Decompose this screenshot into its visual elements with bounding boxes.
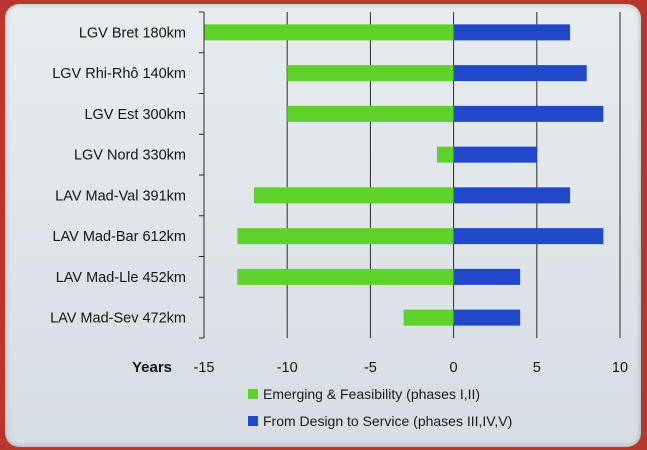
legend-label: Emerging & Feasibility (phases I,II)	[263, 386, 480, 402]
x-tick-label: 0	[450, 360, 458, 376]
bar	[453, 105, 604, 122]
bar	[237, 268, 454, 285]
legend-swatch	[248, 389, 258, 399]
bar	[287, 105, 454, 122]
bar	[237, 228, 454, 245]
category-label: LGV Est 300km	[84, 107, 186, 123]
x-tick-label: 10	[612, 360, 628, 376]
category-label: LAV Mad-Lle 452km	[56, 270, 186, 286]
bar	[253, 187, 454, 204]
category-label: LGV Bret 180km	[79, 25, 186, 41]
x-axis-title: Years	[132, 359, 172, 376]
bar	[453, 268, 521, 285]
x-tick-label: -15	[194, 360, 215, 376]
bar	[287, 65, 454, 82]
category-label: LAV Mad-Bar 612km	[52, 229, 186, 245]
x-tick-label: -5	[364, 360, 377, 376]
x-tick-label: -10	[277, 360, 298, 376]
bar	[204, 24, 454, 41]
bar	[453, 65, 587, 82]
bar	[403, 309, 454, 326]
category-label: LGV Rhi-Rhô 140km	[52, 66, 186, 82]
legend-swatch	[248, 416, 258, 426]
category-label: LAV Mad-Val 391km	[55, 188, 186, 204]
bar	[436, 146, 454, 163]
bar	[453, 228, 604, 245]
bar	[453, 187, 571, 204]
bar	[453, 146, 537, 163]
category-label: LAV Mad-Sev 472km	[50, 311, 186, 327]
category-label: LGV Nord 330km	[74, 148, 186, 164]
bar	[453, 309, 521, 326]
bar	[453, 24, 571, 41]
legend-label: From Design to Service (phases III,IV,V)	[263, 413, 512, 429]
x-tick-label: 5	[533, 360, 541, 376]
